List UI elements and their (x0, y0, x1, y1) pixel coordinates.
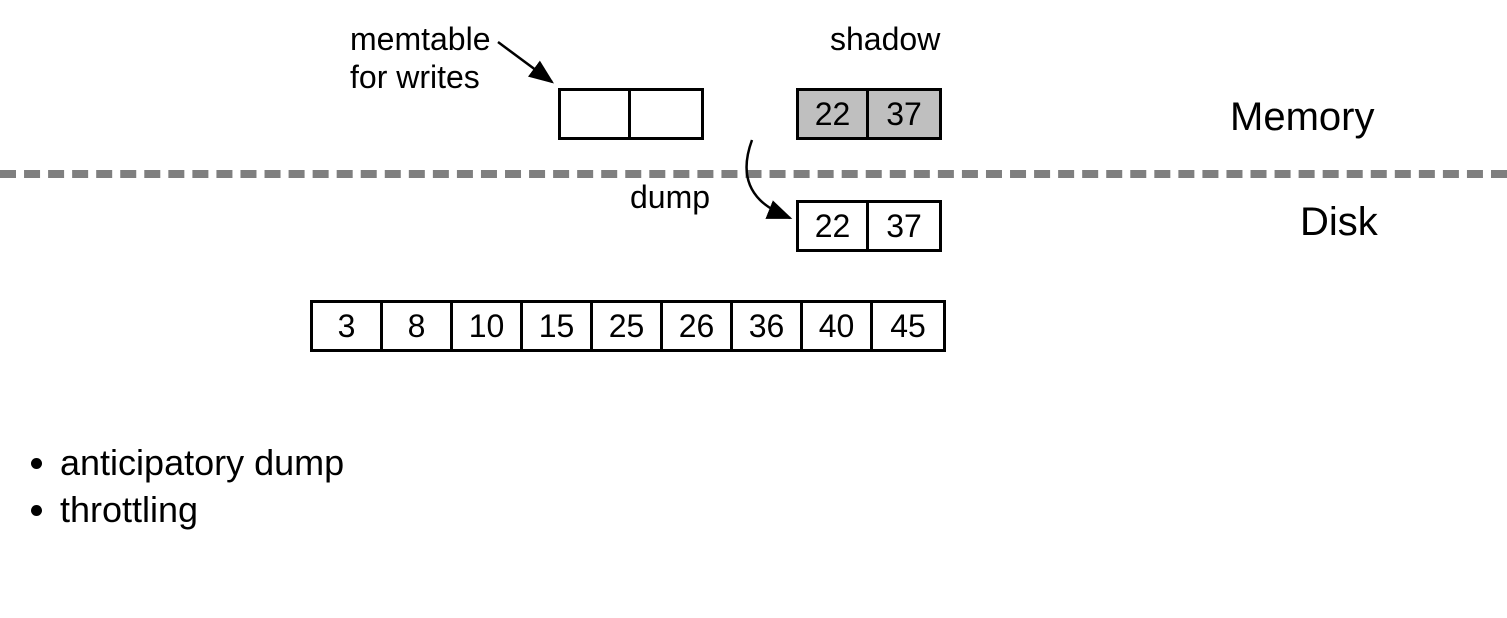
notes-item: throttling (60, 487, 344, 534)
notes-item: anticipatory dump (60, 440, 344, 487)
notes-list: anticipatory dump throttling (30, 440, 344, 534)
